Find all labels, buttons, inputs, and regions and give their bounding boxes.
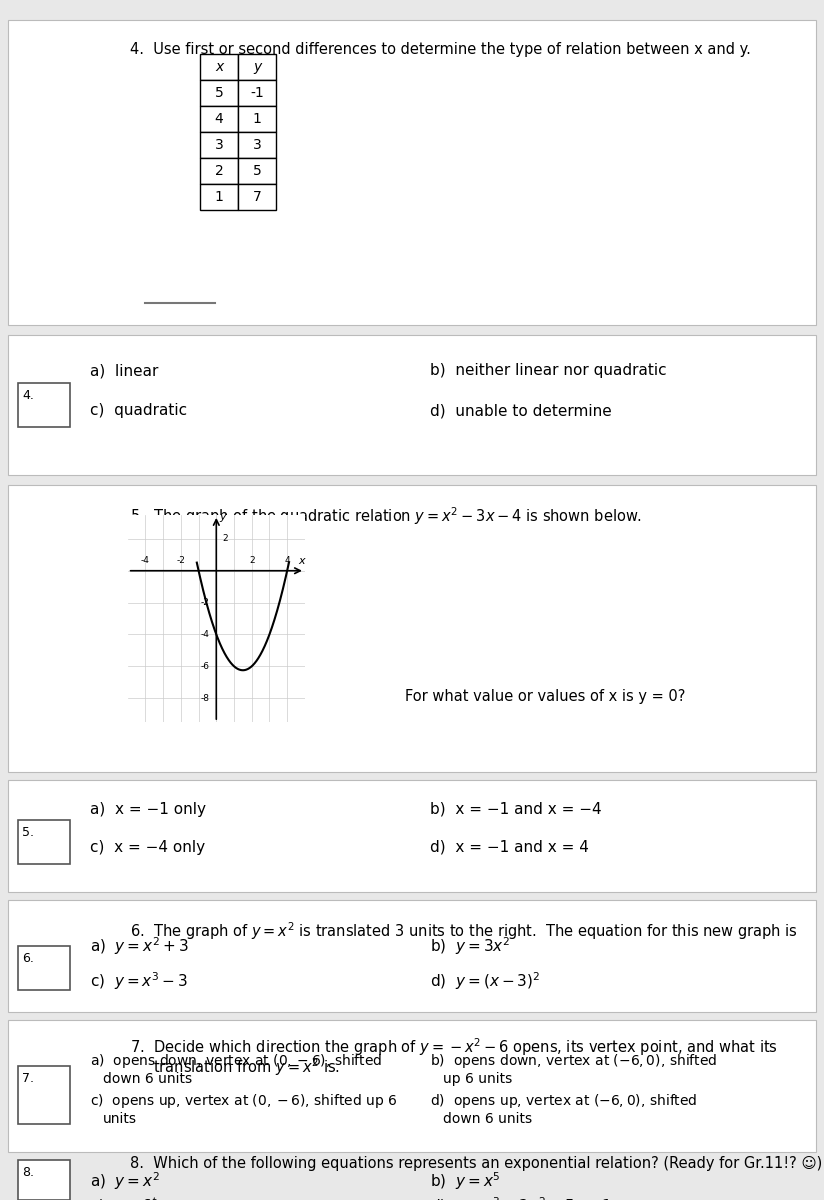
Text: 5.: 5. [22,826,34,839]
Text: 3: 3 [253,138,261,152]
Bar [200,54,238,80]
Bar [18,383,70,427]
Text: 6.  The graph of $y = x^2$ is translated 3 units to the right.  The equation for: 6. The graph of $y = x^2$ is translated … [130,920,798,942]
Bar [238,54,276,80]
Text: c)  $y = x^3 - 3$: c) $y = x^3 - 3$ [90,970,188,991]
Text: For what value or values of x is y = 0?: For what value or values of x is y = 0? [405,689,686,704]
Text: 3: 3 [214,138,223,152]
Text: 4.: 4. [22,389,34,402]
Text: 2: 2 [214,164,223,178]
Text: down 6 units: down 6 units [103,1072,192,1086]
Text: 7.  Decide which direction the graph of $y = -x^2 - 6$ opens, its vertex point, : 7. Decide which direction the graph of $… [130,1036,778,1057]
Text: c)  opens up, vertex at $\left(0,-6\right)$, shifted up 6: c) opens up, vertex at $\left(0,-6\right… [90,1092,397,1110]
Text: -4: -4 [141,556,150,565]
FancyBboxPatch shape [8,335,816,475]
Text: b)  neither linear nor quadratic: b) neither linear nor quadratic [430,362,667,378]
Bar [238,106,276,132]
Text: 6.: 6. [22,952,34,965]
FancyBboxPatch shape [8,20,816,325]
Bar [238,80,276,106]
Text: -1: -1 [250,86,264,100]
Bar [238,158,276,184]
Bar [238,132,276,158]
Text: b)  $y = 3x^2$: b) $y = 3x^2$ [430,935,510,956]
Text: translation from $y = x^2$ is.: translation from $y = x^2$ is. [130,1056,340,1078]
Text: d)  unable to determine: d) unable to determine [430,403,611,418]
Bar [200,132,238,158]
Bar [18,1160,70,1200]
Text: 7: 7 [253,190,261,204]
Text: d)  x = −1 and x = 4: d) x = −1 and x = 4 [430,840,589,854]
FancyBboxPatch shape [8,485,816,772]
Text: x: x [215,60,223,74]
Text: b)  $y = x^5$: b) $y = x^5$ [430,1170,500,1192]
Text: y: y [253,60,261,74]
Text: down 6 units: down 6 units [443,1112,532,1126]
Text: a)  opens down, vertex at $\left(0,-6\right)$, shifted: a) opens down, vertex at $\left(0,-6\rig… [90,1052,382,1070]
Text: 5.  The graph of the quadratic relation $y = x^2 - 3x - 4$ is shown below.: 5. The graph of the quadratic relation $… [130,505,642,527]
Text: 2: 2 [222,534,228,544]
Text: 2: 2 [249,556,255,565]
FancyBboxPatch shape [8,780,816,892]
Bar [238,184,276,210]
Text: 4.  Use first or second differences to determine the type of relation between x : 4. Use first or second differences to de… [130,42,751,56]
Text: d)  $y = x^3 + 2x^2 - 5x + 1$: d) $y = x^3 + 2x^2 - 5x + 1$ [430,1195,612,1200]
Bar [18,820,70,864]
Text: a)  x = −1 only: a) x = −1 only [90,802,206,817]
Text: up 6 units: up 6 units [443,1072,513,1086]
Text: -8: -8 [200,694,209,703]
Bar [200,106,238,132]
Text: 4: 4 [284,556,290,565]
Text: 1: 1 [214,190,223,204]
Text: d)  opens up, vertex at $\left(-6,0\right)$, shifted: d) opens up, vertex at $\left(-6,0\right… [430,1092,697,1110]
Text: d)  $y = (x - 3)^2$: d) $y = (x - 3)^2$ [430,970,541,991]
Text: 5: 5 [214,86,223,100]
Text: a)  $y = x^2$: a) $y = x^2$ [90,1170,160,1192]
Bar [200,158,238,184]
Text: y: y [219,511,226,522]
Text: 8.  Which of the following equations represents an exponential relation? (Ready : 8. Which of the following equations repr… [130,1156,822,1171]
Text: a)  linear: a) linear [90,362,158,378]
Text: 1: 1 [253,112,261,126]
Text: x: x [298,556,305,565]
FancyBboxPatch shape [8,900,816,1012]
Text: -4: -4 [200,630,209,638]
Text: b)  opens down, vertex at $\left(-6,0\right)$, shifted: b) opens down, vertex at $\left(-6,0\rig… [430,1052,718,1070]
Text: 4: 4 [214,112,223,126]
Text: b)  x = −1 and x = −4: b) x = −1 and x = −4 [430,802,602,817]
FancyBboxPatch shape [8,1020,816,1152]
Text: -2: -2 [200,598,209,607]
Bar [200,80,238,106]
Bar [18,946,70,990]
Text: c)  $y = 6^t$: c) $y = 6^t$ [90,1195,158,1200]
Text: -2: -2 [176,556,185,565]
Text: a)  $y = x^2 + 3$: a) $y = x^2 + 3$ [90,935,189,956]
Text: 7.: 7. [22,1072,34,1085]
Text: c)  quadratic: c) quadratic [90,403,187,418]
Text: c)  x = −4 only: c) x = −4 only [90,840,205,854]
Text: units: units [103,1112,137,1126]
Text: 5: 5 [253,164,261,178]
Text: -6: -6 [200,661,209,671]
Text: 8.: 8. [22,1166,34,1178]
Bar [18,1066,70,1124]
Bar [200,184,238,210]
